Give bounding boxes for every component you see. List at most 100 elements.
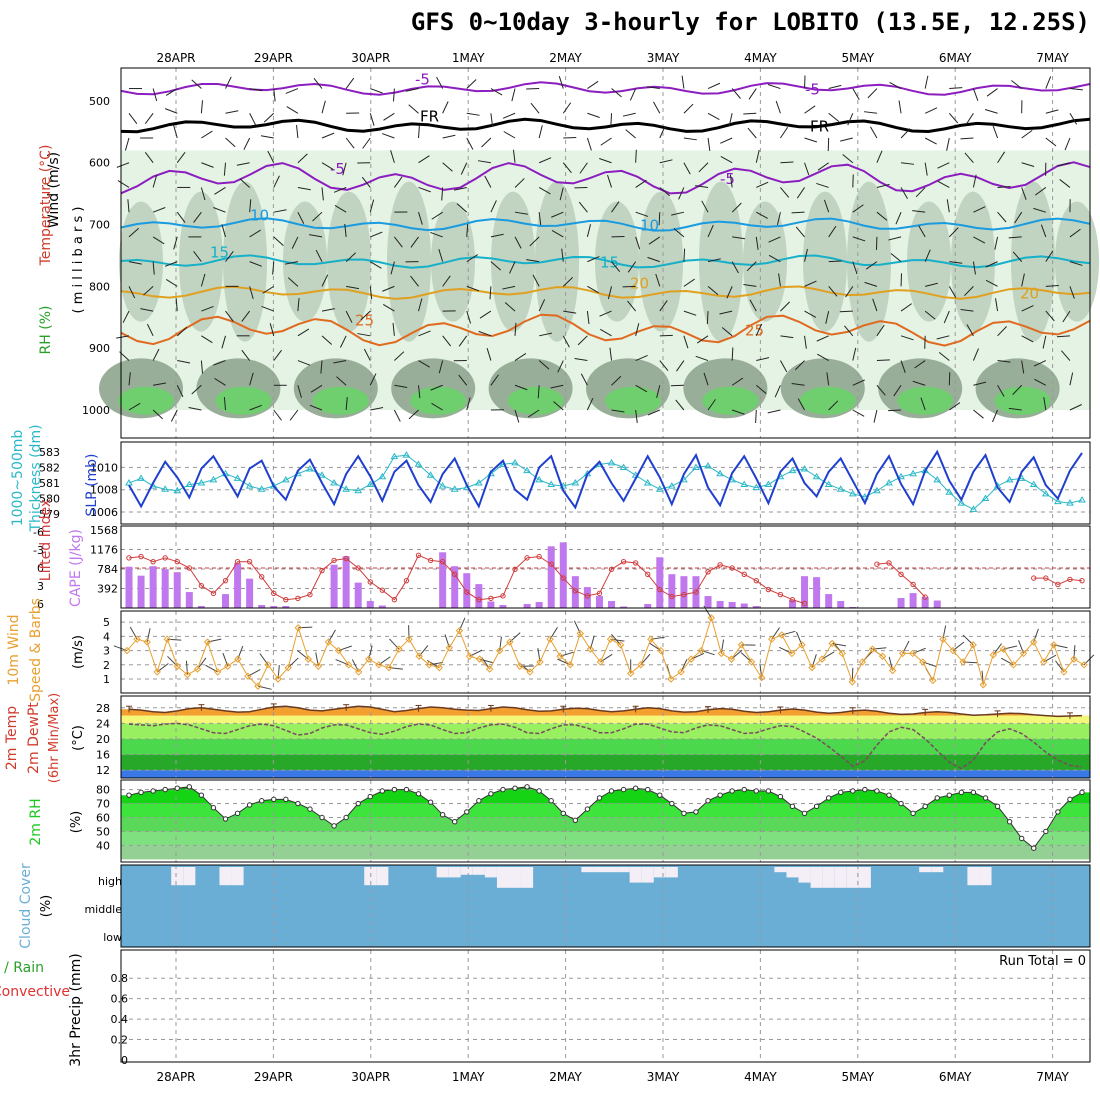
date-label-bottom: 5MAY (841, 1070, 874, 1084)
wind-barb (551, 229, 564, 238)
wind-barb (418, 298, 423, 312)
wind10m-speed-point (496, 646, 504, 655)
wind-barb (648, 236, 661, 245)
wind-barb (986, 88, 998, 97)
high-cloud-gap (231, 867, 244, 886)
y-tick-label: 1006 (90, 506, 118, 519)
wind10m-speed-line (126, 616, 1085, 688)
rh2m-point (753, 788, 759, 794)
wind-barb (1021, 129, 1033, 139)
wind-barb (997, 186, 1011, 188)
rh2m-point (1031, 845, 1037, 851)
wind-barb (587, 80, 599, 89)
rh2m-point (705, 798, 711, 804)
panel-frame-slp_thickness (120, 441, 1091, 525)
rh2m-point (355, 800, 361, 807)
wind-barb (985, 261, 998, 268)
rh-green-blob (605, 386, 661, 415)
cape-bar (330, 564, 338, 608)
wind-barb (817, 353, 829, 361)
thickness-point (957, 499, 966, 506)
lifted-index-point (198, 583, 205, 589)
wind-barb (1045, 284, 1059, 287)
y-tick-label: 0 (37, 562, 44, 575)
lifted-index-point (572, 588, 579, 594)
panel-ylabel-units: ( m i l l i b a r s ) (71, 207, 86, 314)
wind-barb (309, 234, 323, 238)
wind-barb (370, 261, 382, 269)
wind-barb (681, 75, 685, 89)
temp-band (121, 723, 1090, 739)
isotherm-label: 10 (640, 217, 659, 235)
wind-barb (890, 253, 902, 263)
isotherm-label: -5 (720, 170, 735, 188)
thickness-point (1053, 497, 1062, 505)
cape-bar (234, 563, 242, 608)
wind-barb (659, 159, 673, 164)
wind-barb (1034, 378, 1047, 386)
rh2m-point (572, 817, 579, 824)
wind-barb (1069, 372, 1074, 386)
temp-band (121, 754, 1090, 771)
wind-barb (888, 409, 902, 412)
wind-barb (345, 77, 355, 89)
wind-barb (1008, 407, 1022, 411)
high-cloud-gap (822, 867, 835, 888)
wind-barb (1021, 162, 1035, 168)
wind-barb (852, 409, 865, 417)
wind-barb (746, 261, 757, 272)
wind-barb (949, 402, 961, 411)
lifted-index-point (210, 590, 217, 597)
thickness-point (812, 472, 821, 480)
rh2m-point (476, 798, 482, 804)
wind-barb (297, 385, 302, 398)
lifted-index-point (1067, 576, 1073, 583)
lifted-index-point (162, 555, 168, 561)
wind-barb (152, 174, 158, 188)
panel-frame-precip (120, 949, 1091, 1063)
wind-barb (852, 88, 860, 101)
cape-bar (523, 604, 531, 608)
cape-bar (487, 601, 495, 608)
wind-barb (285, 88, 299, 94)
lifted-index-point (343, 555, 349, 562)
wind-barb (768, 254, 781, 263)
wind-barb (767, 84, 781, 90)
wind-barb (392, 88, 395, 102)
rh2m-point (198, 792, 205, 798)
wind10m-speed-point (354, 668, 363, 676)
thickness-point (426, 471, 435, 478)
wind-barb (418, 155, 430, 164)
cape-bar (499, 605, 507, 608)
wind-barb (574, 358, 588, 362)
lifted-index-point (452, 571, 458, 578)
wind10m-speed-point (244, 672, 252, 680)
wind-barb (563, 310, 577, 314)
isotherm-label: 15 (210, 244, 229, 262)
rh2m-point (560, 810, 566, 817)
wind-barb (200, 100, 204, 114)
cape-bar (801, 576, 809, 608)
thickness-point (185, 480, 194, 488)
wind-barb (297, 153, 308, 164)
lifted-index-point (693, 589, 699, 595)
wind10m-speed-point (1009, 661, 1018, 669)
date-label-bottom: 30APR (351, 1070, 390, 1084)
wind-barb (995, 298, 999, 312)
wind-barb (683, 278, 695, 287)
wind-barb (261, 305, 274, 312)
wind-barb (1040, 224, 1047, 238)
wind-barb (949, 261, 963, 264)
wind-barb (768, 236, 781, 243)
lifted-index-point (1043, 575, 1049, 581)
wind-barb (191, 384, 202, 395)
high-cloud-gap (364, 867, 377, 886)
wind-barb (635, 409, 638, 423)
cape-bar (475, 584, 483, 608)
wind-barb (914, 360, 926, 369)
wind-barb (165, 279, 178, 287)
thickness-point (523, 466, 531, 474)
wind-barb (985, 279, 998, 287)
date-label-top: 1MAY (452, 51, 485, 65)
wind-barb (842, 154, 854, 164)
